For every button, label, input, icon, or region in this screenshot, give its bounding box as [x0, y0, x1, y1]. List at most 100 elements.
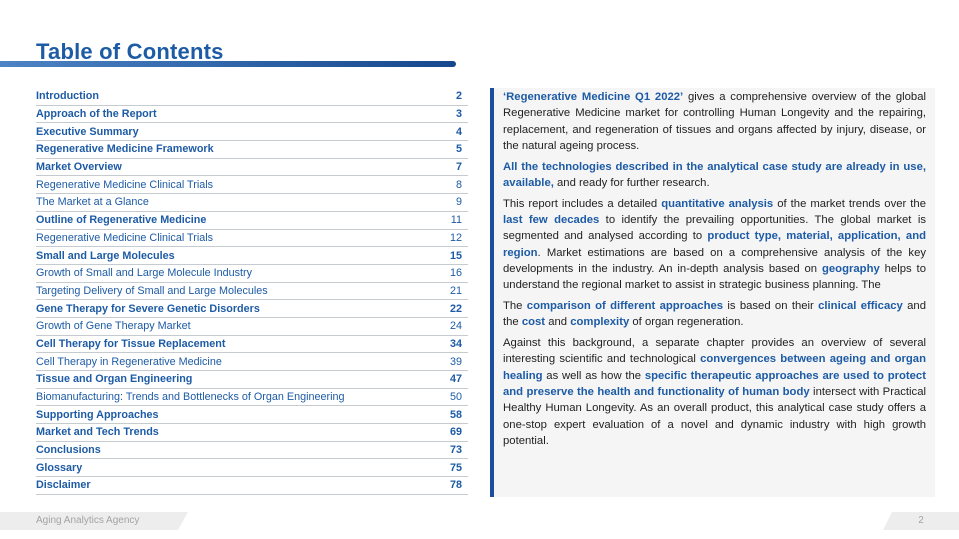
toc-entry-label: Cell Therapy in Regenerative Medicine: [36, 355, 222, 368]
overview-highlight-text: All the technologies described in the an…: [503, 160, 926, 189]
toc-entry-label: Growth of Small and Large Molecule Indus…: [36, 267, 253, 280]
toc-row[interactable]: Glossary 75: [36, 459, 468, 478]
toc-entry-label: Regenerative Medicine Clinical Trials: [36, 231, 214, 244]
toc-entry-page: 50: [449, 391, 462, 404]
toc-entry-label: Supporting Approaches: [36, 408, 159, 421]
overview-paragraph: ‘Regenerative Medicine Q1 2022’ gives a …: [503, 89, 926, 154]
toc-entry-label: Market Overview: [36, 161, 122, 174]
toc-row[interactable]: Cell Therapy for Tissue Replacement 34: [36, 336, 468, 354]
toc-entry-label: Executive Summary: [36, 125, 139, 138]
toc-entry-page: 2: [455, 90, 462, 103]
overview-text: ‘Regenerative Medicine Q1 2022’ gives a …: [490, 88, 935, 497]
toc-entry-page: 75: [449, 461, 462, 474]
toc-entry-page: 47: [449, 373, 462, 386]
toc-row[interactable]: Small and Large Molecules 15: [36, 247, 468, 265]
toc-row[interactable]: Tissue and Organ Engineering 47: [36, 371, 468, 389]
toc-row[interactable]: Cell Therapy in Regenerative Medicine 39: [36, 353, 468, 371]
toc-entry-page: 3: [455, 108, 462, 121]
toc-list: Introduction 2 Approach of the Report 3 Exec…: [36, 88, 468, 495]
toc-entry-label: Outline of Regenerative Medicine: [36, 214, 207, 227]
overview-highlight-text: quantitative analysis: [661, 197, 774, 210]
overview-body-text: and: [545, 316, 571, 329]
overview-highlight-text: ‘Regenerative Medicine Q1 2022’: [503, 91, 684, 103]
toc-entry-label: The Market at a Glance: [36, 196, 149, 209]
overview-highlight-text: product type, material, application, and…: [503, 230, 926, 259]
footer-page-number-band: 2: [883, 512, 959, 530]
page-title: Table of Contents: [36, 38, 224, 64]
toc-entry-label: Regenerative Medicine Framework: [36, 143, 214, 156]
overview-highlight-text: convergences between ageing and organ he…: [503, 353, 926, 382]
overview-body-text: gives a comprehensive overview of the gl…: [503, 91, 926, 152]
toc-row[interactable]: Targeting Delivery of Small and Large Mo…: [36, 283, 468, 301]
toc-entry-page: 16: [449, 267, 462, 280]
toc-row[interactable]: Outline of Regenerative Medicine 11: [36, 212, 468, 230]
toc-entry-page: 11: [450, 214, 462, 227]
toc-entry-label: Approach of the Report: [36, 108, 157, 121]
overview-body-text: and ready for further research.: [553, 176, 710, 189]
toc-row[interactable]: Introduction 2: [36, 88, 468, 106]
toc-entry-page: 34: [449, 337, 462, 350]
toc-row[interactable]: Supporting Approaches 58: [36, 406, 468, 425]
toc-entry-page: 7: [455, 161, 462, 174]
toc-entry-page: 24: [449, 320, 462, 333]
overview-body-text: to identify the prevailing opportunities…: [503, 214, 926, 243]
toc-row[interactable]: Gene Therapy for Severe Genetic Disorder…: [36, 300, 468, 318]
toc-row[interactable]: Executive Summary 4: [36, 123, 468, 142]
toc-entry-label: Disclaimer: [36, 479, 91, 492]
overview-highlight-text: clinical efficacy: [818, 300, 903, 313]
overview-body-text: intersect with Practical Healthy Human L…: [503, 386, 926, 447]
overview-body-text: The: [503, 300, 527, 313]
toc-row[interactable]: Disclaimer 78: [36, 477, 468, 495]
toc-entry-label: Market and Tech Trends: [36, 426, 159, 439]
toc-row[interactable]: Growth of Gene Therapy Market 24: [36, 318, 468, 336]
overview-highlight-text: specific therapeutic approaches are used…: [503, 369, 926, 399]
toc-entry-page: 73: [449, 444, 462, 457]
toc-row[interactable]: Regenerative Medicine Clinical Trials 12: [36, 230, 468, 248]
overview-body-text: and the: [503, 300, 926, 329]
toc-row[interactable]: Biomanufacturing: Trends and Bottlenecks…: [36, 389, 468, 407]
toc-entry-page: 4: [455, 125, 462, 138]
toc-entry-label: Small and Large Molecules: [36, 249, 175, 262]
toc-entry-label: Glossary: [36, 461, 83, 474]
toc-row[interactable]: Growth of Small and Large Molecule Indus…: [36, 265, 468, 283]
toc-entry-page: 8: [455, 178, 462, 191]
overview-body-text: helps to understand the regional market …: [503, 262, 926, 292]
toc-entry-page: 78: [449, 479, 462, 492]
overview-body-text: is based on their: [723, 300, 819, 313]
toc-row[interactable]: Conclusions 73: [36, 442, 468, 460]
toc-row[interactable]: Market and Tech Trends 69: [36, 424, 468, 442]
toc-row[interactable]: The Market at a Glance 9: [36, 194, 468, 212]
toc-entry-page: 5: [455, 143, 462, 156]
footer-page-number: 2: [918, 515, 924, 526]
overview-highlight-text: complexity: [570, 316, 630, 329]
toc-entry-page: 9: [455, 196, 462, 209]
overview-body-text: of the market trends over the: [773, 197, 926, 210]
toc-entry-label: Targeting Delivery of Small and Large Mo…: [36, 284, 268, 297]
toc-entry-label: Gene Therapy for Severe Genetic Disorder…: [36, 302, 260, 315]
toc-entry-page: 69: [449, 426, 462, 439]
title-gradient-rule: [0, 61, 456, 67]
toc-entry-label: Tissue and Organ Engineering: [36, 373, 193, 386]
footer-company-band: Aging Analytics Agency: [0, 512, 188, 530]
overview-body-text: . Market estimations are based on a comp…: [503, 246, 926, 275]
toc-entry-label: Introduction: [36, 90, 99, 103]
toc-row[interactable]: Regenerative Medicine Framework 5: [36, 141, 468, 159]
overview-highlight-text: geography: [822, 262, 880, 275]
toc-row[interactable]: Regenerative Medicine Clinical Trials 8: [36, 176, 468, 195]
toc-entry-page: 58: [449, 408, 462, 421]
toc-entry-page: 21: [449, 284, 462, 297]
toc-row[interactable]: Approach of the Report 3: [36, 106, 468, 124]
overview-body-text: as well as how the: [542, 369, 645, 382]
toc-row[interactable]: Market Overview 7: [36, 159, 468, 177]
overview-highlight-text: cost: [521, 316, 546, 329]
overview-paragraph: This report includes a detailed quantita…: [503, 196, 926, 294]
toc-entry-page: 12: [449, 231, 462, 244]
overview-body-text: Against this background, a separate chap…: [503, 337, 926, 366]
overview-paragraph: The comparison of different approaches i…: [503, 298, 926, 331]
overview-paragraph: All the technologies described in the an…: [503, 159, 926, 192]
overview-highlight-text: last few decades: [503, 214, 600, 227]
toc-entry-label: Cell Therapy for Tissue Replacement: [36, 337, 226, 350]
footer-company-label: Aging Analytics Agency: [36, 515, 140, 526]
toc-entry-page: 15: [449, 249, 462, 262]
overview-paragraph: Against this background, a separate chap…: [503, 335, 926, 449]
